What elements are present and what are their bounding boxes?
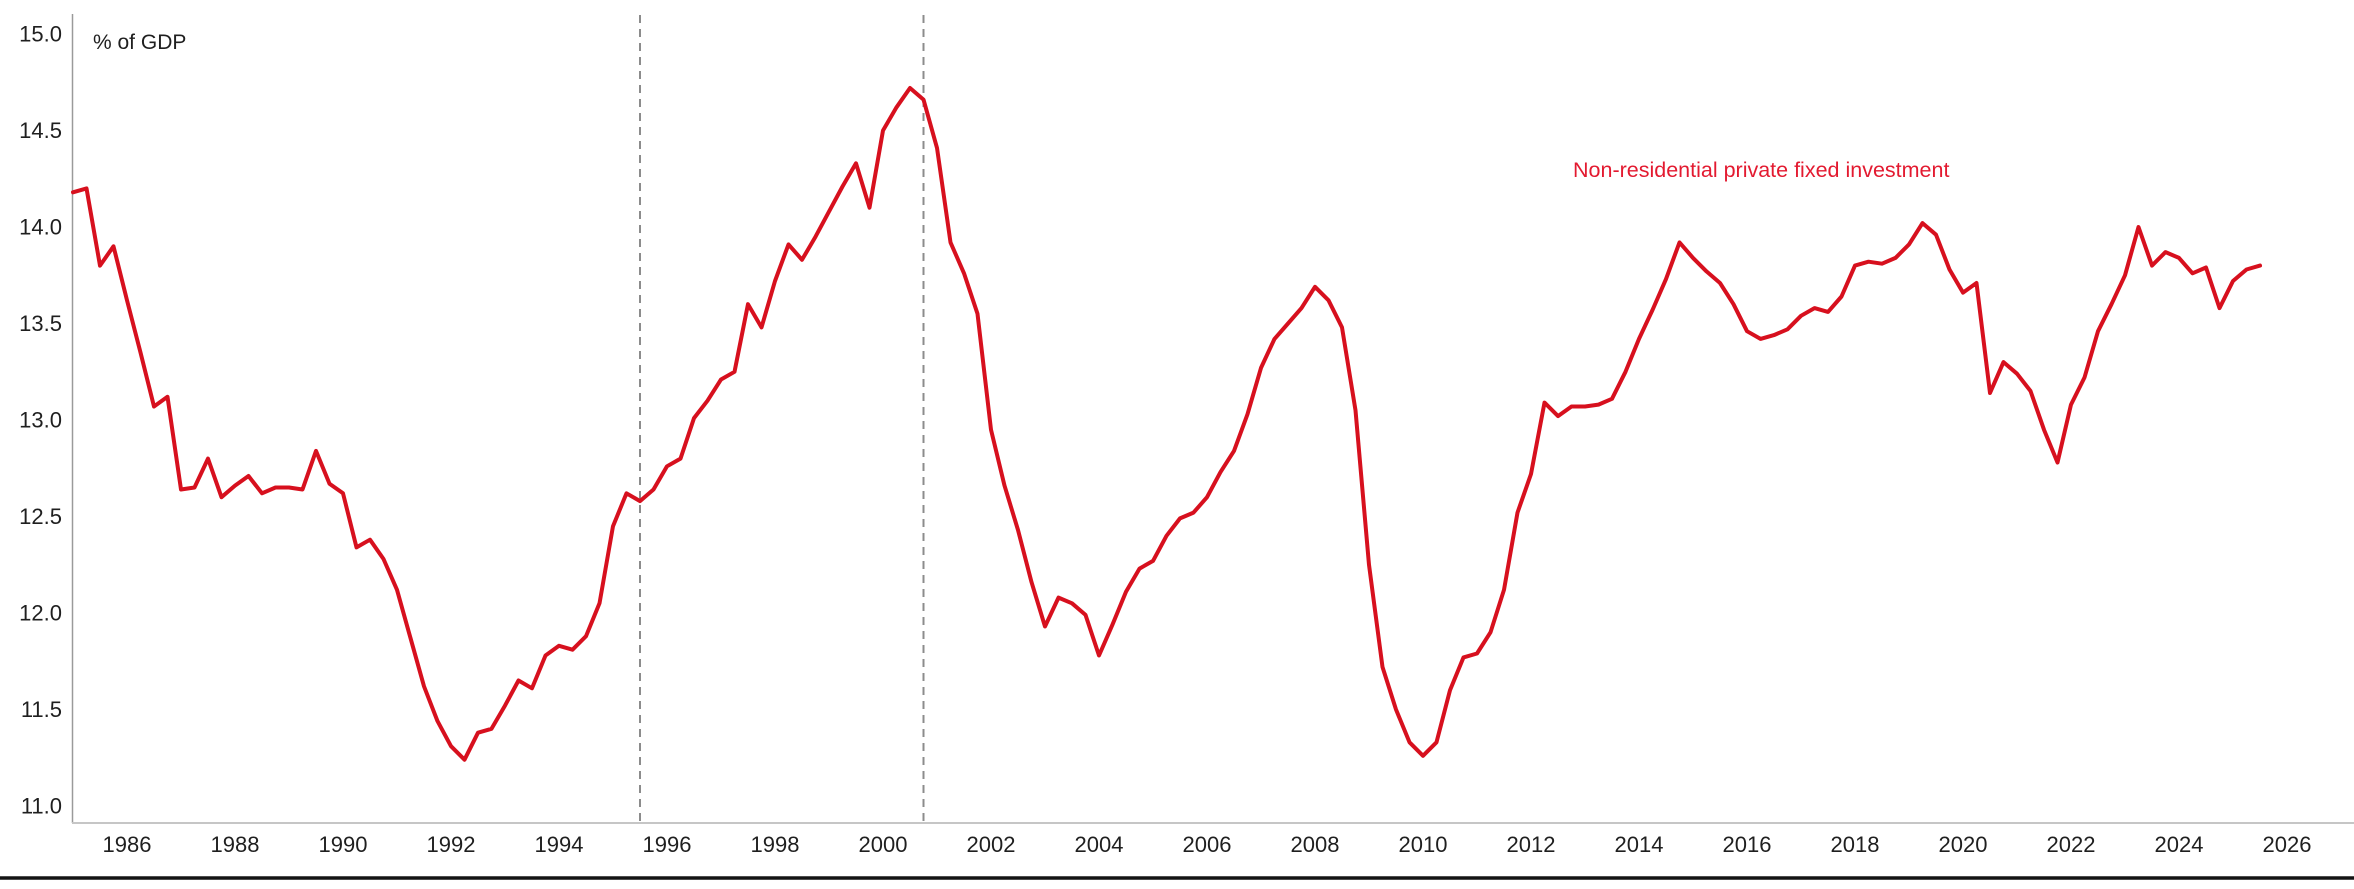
x-tick-label: 1990: [319, 832, 368, 857]
y-tick-label: 15.0: [19, 22, 62, 47]
y-tick-label: 11.5: [21, 697, 62, 722]
y-axis-unit-label: % of GDP: [93, 31, 186, 54]
x-tick-label: 1996: [643, 832, 692, 857]
y-axis-tick-labels: 15.0 14.5 14.0 13.5 13.0 12.5 12.0 11.5 11.0: [19, 22, 62, 819]
x-tick-label: 2012: [1507, 832, 1556, 857]
x-tick-label: 2024: [2155, 832, 2204, 857]
y-tick-label: 14.0: [19, 215, 62, 240]
x-axis-tick-labels: 1986 1988 1990 1992 1994 1996 1998 2000 2002 2004…: [103, 832, 2312, 857]
x-tick-label: 2008: [1291, 832, 1340, 857]
x-tick-label: 2018: [1831, 832, 1880, 857]
event-marker-dashed-lines: [639, 15, 925, 822]
x-tick-label: 2006: [1183, 832, 1232, 857]
series-legend-label: Non-residential private fixed investment: [1573, 158, 1949, 182]
x-tick-label: 1988: [211, 832, 260, 857]
x-tick-label: 2022: [2047, 832, 2096, 857]
x-tick-label: 2010: [1399, 832, 1448, 857]
y-tick-label: 12.0: [19, 601, 62, 626]
x-tick-label: 2020: [1939, 832, 1988, 857]
x-tick-label: 2016: [1723, 832, 1772, 857]
x-tick-label: 1986: [103, 832, 152, 857]
x-tick-label: 2014: [1615, 832, 1664, 857]
x-tick-label: 1992: [427, 832, 476, 857]
x-tick-label: 1994: [535, 832, 584, 857]
y-tick-label: 13.0: [19, 408, 62, 433]
investment-line-series: [71, 86, 2262, 762]
x-tick-label: 2026: [2263, 832, 2312, 857]
x-tick-label: 2000: [859, 832, 908, 857]
x-tick-label: 2002: [967, 832, 1016, 857]
y-tick-label: 13.5: [19, 311, 62, 336]
x-tick-label: 1998: [751, 832, 800, 857]
x-tick-label: 2004: [1075, 832, 1124, 857]
y-tick-label: 14.5: [19, 118, 62, 143]
y-tick-label: 11.0: [21, 794, 62, 819]
y-tick-label: 12.5: [19, 504, 62, 529]
